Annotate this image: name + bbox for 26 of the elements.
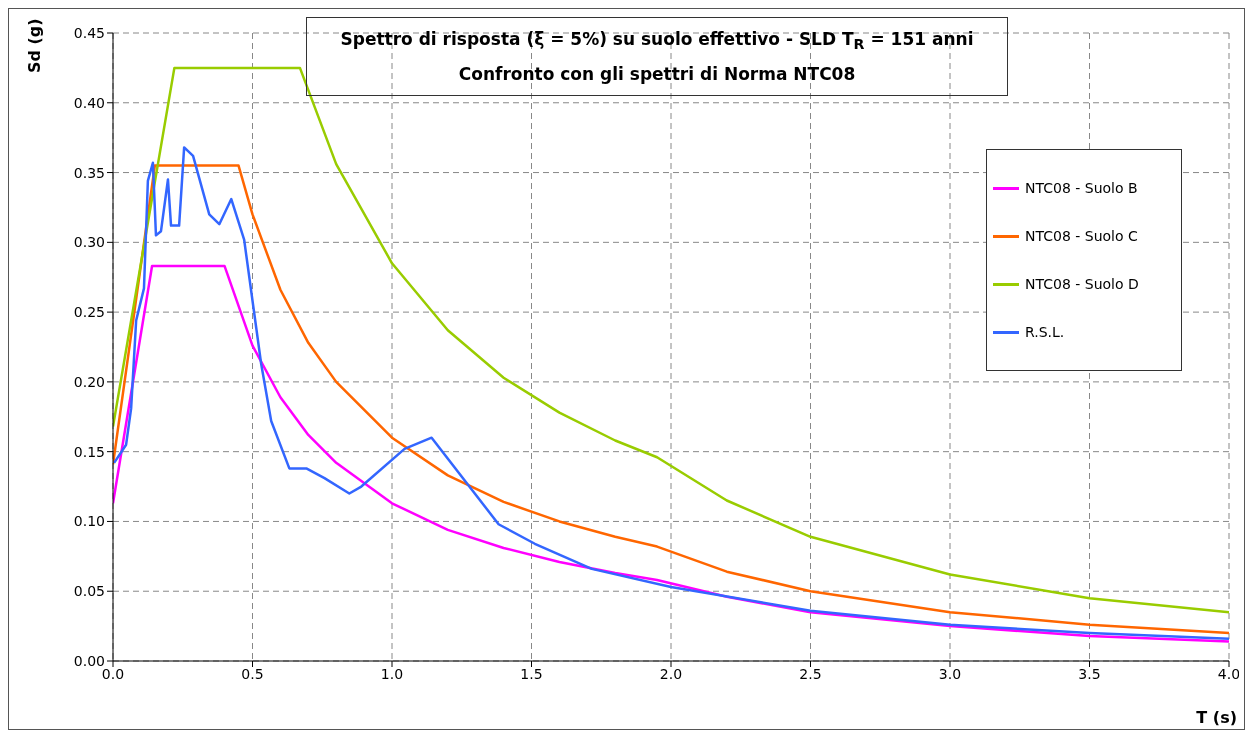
y-axis-title: Sd (g): [25, 18, 45, 73]
y-tick-label: 0.20: [73, 373, 105, 390]
legend-label: NTC08 - Suolo C: [1025, 228, 1138, 244]
x-axis-title: T (s): [1196, 708, 1237, 727]
legend-label: NTC08 - Suolo D: [1025, 276, 1139, 292]
x-tick-label: 3.0: [938, 665, 962, 682]
x-tick-label: 3.5: [1078, 665, 1101, 682]
y-tick-label: 0.05: [73, 583, 105, 600]
y-tick-label: 0.15: [73, 443, 105, 460]
x-tick-label: 2.5: [799, 665, 822, 682]
chart-title: Spettro di risposta (ξ = 5%) su suolo effettivo - SLD T$_{R}$ = 151 anni: [339, 28, 975, 55]
title-frame: Spettro di risposta (ξ = 5%) su suolo effettivo - SLD T$_{R}$ = 151 anni Confronto con gli spettri di Norma NTC08: [306, 17, 1008, 97]
legend-label: NTC08 - Suolo B: [1025, 180, 1138, 196]
x-tick-label: 4.0: [1217, 665, 1241, 682]
line-series: [113, 66, 1229, 614]
legend-label: R.S.L.: [1025, 324, 1065, 340]
y-tick-label: 0.40: [73, 94, 105, 111]
x-tick-label: 0.5: [241, 665, 264, 682]
x-tick-label: 2.0: [659, 665, 683, 682]
x-tick-label: 1.5: [520, 665, 543, 682]
y-tick-label: 0.45: [73, 24, 105, 41]
x-tick-label: 1.0: [380, 665, 404, 682]
y-tick-label: 0.30: [73, 234, 105, 251]
y-tick-label: 0.25: [73, 304, 105, 321]
y-tick-label: 0.35: [73, 164, 105, 181]
y-tick-label: 0.10: [73, 513, 105, 530]
